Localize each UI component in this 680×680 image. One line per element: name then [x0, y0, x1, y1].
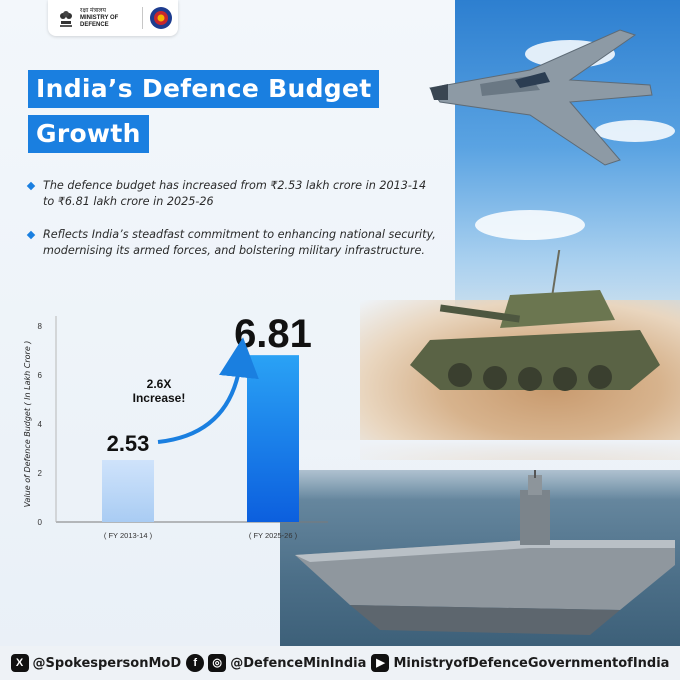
fbig-handle: @DefenceMinIndia — [230, 655, 367, 671]
youtube-handle: MinistryofDefenceGovernmentofIndia — [393, 655, 670, 671]
value-label-2: 6.81 — [234, 312, 312, 356]
bar-1 — [102, 460, 154, 522]
ministry-line1: MINISTRY OF — [80, 14, 119, 21]
sea-fade — [280, 440, 680, 500]
title-line-2: Growth — [28, 115, 149, 153]
value-label-1: 2.53 — [107, 431, 150, 456]
bar-2 — [247, 355, 299, 522]
y-tick-label: 2 — [38, 469, 43, 478]
fighter-jet-image — [429, 29, 653, 166]
social-youtube[interactable]: ▶ MinistryofDefenceGovernmentofIndia — [371, 654, 669, 672]
annotation-line-1: 2.6X — [147, 377, 172, 391]
y-tick-label: 0 — [38, 518, 43, 527]
ministry-logo-badge: रक्षा मंत्रालय MINISTRY OF DEFENCE — [48, 0, 178, 36]
ministry-name: रक्षा मंत्रालय MINISTRY OF DEFENCE — [80, 8, 136, 29]
cloud — [595, 120, 675, 142]
title-line-1: India’s Defence Budget — [28, 70, 380, 108]
x-tick-label: ( FY 2013-14 ) — [104, 531, 153, 540]
battle-tank-image — [410, 250, 660, 391]
bullet-item-budget-increase: The defence budget has increased from ₹2… — [26, 178, 438, 210]
bullet-text: Reflects India’s steadfast commitment to… — [43, 228, 436, 257]
diamond-bullet-icon — [26, 230, 36, 240]
aircraft-carrier-image — [295, 470, 675, 635]
bullet-text: The defence budget has increased from ₹2… — [43, 179, 427, 208]
facebook-icon: f — [186, 654, 205, 672]
y-axis-label: Value of Defence Budget ( In Lakh Crore … — [23, 341, 32, 508]
x-handle: @SpokespersonMoD — [32, 655, 182, 671]
y-tick-label: 8 — [38, 322, 43, 331]
budget-bar-chart: Value of Defence Budget ( In Lakh Crore … — [23, 312, 328, 540]
diamond-bullet-icon — [26, 181, 36, 191]
y-tick-label: 4 — [38, 420, 43, 429]
x-tick-label: ( FY 2025-26 ) — [249, 531, 298, 540]
ministry-line2: DEFENCE — [80, 21, 109, 28]
bullet-item-commitment: Reflects India’s steadfast commitment to… — [26, 227, 438, 259]
social-footer: X @SpokespersonMoD f ◎ @DefenceMinIndia … — [0, 646, 680, 680]
x-logo-icon: X — [10, 654, 29, 672]
cloud — [475, 210, 585, 240]
tri-services-logo-icon — [150, 7, 172, 29]
y-tick-label: 6 — [38, 371, 43, 380]
social-x[interactable]: X @SpokespersonMoD — [10, 654, 182, 672]
annotation-line-2: Increase! — [133, 391, 186, 405]
social-facebook-instagram[interactable]: f ◎ @DefenceMinIndia — [186, 654, 366, 672]
growth-arrow — [157, 337, 259, 445]
ministry-hindi: रक्षा मंत्रालय — [80, 7, 106, 14]
youtube-icon: ▶ — [371, 654, 390, 672]
badge-divider — [142, 7, 143, 29]
national-emblem-icon — [60, 11, 72, 27]
instagram-icon: ◎ — [208, 654, 227, 672]
